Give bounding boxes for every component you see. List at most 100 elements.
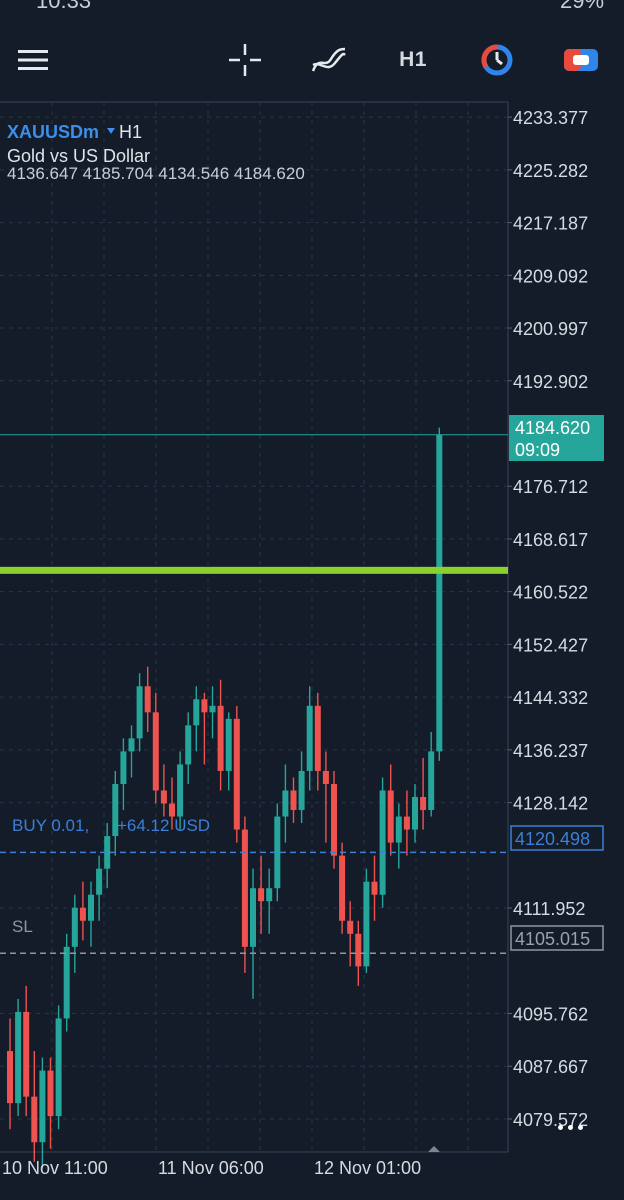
status-bar: 10:33 29% xyxy=(0,0,624,14)
crosshair-button[interactable] xyxy=(222,30,268,90)
stop-loss-price-label: 4105.015 xyxy=(515,929,590,949)
candle-body xyxy=(339,855,346,921)
horizontal-level-line[interactable] xyxy=(0,566,508,574)
y-tick-label: 4111.952 xyxy=(513,899,585,919)
objects-button[interactable] xyxy=(474,30,520,90)
candle-body xyxy=(233,718,240,830)
chart-grid xyxy=(0,101,509,1153)
y-tick-label: 4200.997 xyxy=(513,319,588,339)
candle-body xyxy=(63,946,70,1019)
y-tick-label: 4209.092 xyxy=(513,266,588,286)
candle-body xyxy=(71,907,78,947)
candle-body xyxy=(420,797,427,811)
candle-body xyxy=(241,829,248,947)
position-price-label: 4120.498 xyxy=(515,829,590,849)
indicators-button[interactable] xyxy=(306,30,352,90)
timeframe-header: H1 xyxy=(119,122,142,142)
candle-body xyxy=(31,1096,38,1143)
candle-body xyxy=(387,790,394,843)
trade-button[interactable] xyxy=(558,30,604,90)
candle-body xyxy=(144,686,151,713)
candle-body xyxy=(47,1070,54,1117)
candle-body xyxy=(314,705,321,771)
indicators-icon xyxy=(311,47,346,72)
position-price-tag: 4120.498 xyxy=(510,825,604,851)
x-tick-label: 11 Nov 06:00 xyxy=(158,1158,264,1178)
candle-body xyxy=(266,888,273,902)
symbol-dropdown-icon[interactable] xyxy=(107,128,115,134)
chart-lines xyxy=(0,434,508,954)
current-price-label: 4184.620 xyxy=(515,418,590,438)
candle-body xyxy=(306,705,313,771)
candle-body xyxy=(88,894,94,921)
candle-body xyxy=(428,751,435,811)
scroll-marker-icon[interactable] xyxy=(428,1146,440,1152)
candle-body xyxy=(7,1051,13,1104)
candle-timer: 09:09 xyxy=(515,440,560,460)
candle-body xyxy=(379,790,386,895)
more-dot xyxy=(577,1124,583,1130)
symbol-label[interactable]: XAUUSDm xyxy=(7,122,99,142)
candle-body xyxy=(15,1011,22,1104)
candle-body xyxy=(395,816,402,843)
menu-button[interactable] xyxy=(10,30,56,90)
candle-body xyxy=(403,816,410,830)
current-price-tag: 4184.620 09:09 xyxy=(509,415,604,461)
candle-body xyxy=(290,790,297,811)
candle-body xyxy=(160,790,167,804)
candle-body xyxy=(347,920,354,934)
candle-body xyxy=(55,1018,62,1117)
candle-body xyxy=(298,770,305,811)
candle-body xyxy=(217,705,224,771)
candle-body xyxy=(96,868,103,895)
y-tick-label: 4160.522 xyxy=(513,583,588,603)
stop-loss-price-tag: 4105.015 xyxy=(510,925,604,951)
hamburger-menu-icon xyxy=(18,50,48,70)
candle-body xyxy=(258,888,265,902)
candle-body xyxy=(250,888,256,947)
y-tick-label: 4152.427 xyxy=(513,635,588,655)
candle-body xyxy=(371,881,378,895)
candle-body xyxy=(193,699,200,726)
status-time: 10:33 xyxy=(36,0,92,13)
position-profit[interactable]: +64.12 USD xyxy=(117,816,210,835)
y-tick-label: 4144.332 xyxy=(513,688,588,708)
y-tick-label: 4087.667 xyxy=(513,1057,588,1077)
ohlc-header: 4136.647 4185.704 4134.546 4184.620 xyxy=(7,164,305,183)
candle-body xyxy=(282,790,289,817)
x-tick-label: 12 Nov 01:00 xyxy=(314,1158,421,1178)
more-dot xyxy=(567,1124,573,1130)
candle-body xyxy=(79,907,86,921)
crosshair-icon xyxy=(229,44,261,76)
y-tick-label: 4095.762 xyxy=(513,1005,588,1025)
candle-body xyxy=(436,434,443,752)
candle-body xyxy=(169,803,175,817)
timeframe-label: H1 xyxy=(399,48,427,71)
y-tick-label: 4176.712 xyxy=(513,477,588,497)
more-options-button[interactable] xyxy=(550,1112,590,1142)
stop-loss-label[interactable]: SL xyxy=(12,917,33,936)
candle-body xyxy=(322,770,329,784)
candle-body xyxy=(120,751,127,784)
y-tick-label: 4136.237 xyxy=(513,741,588,761)
candles xyxy=(7,427,443,1169)
candle-body xyxy=(355,933,362,967)
candle-body xyxy=(225,718,232,771)
trade-icon xyxy=(564,49,598,71)
candle-body xyxy=(201,699,208,713)
y-tick-label: 4192.902 xyxy=(513,372,588,392)
candle-body xyxy=(363,881,370,967)
candle-body xyxy=(128,738,135,752)
candle-body xyxy=(274,816,281,889)
more-dots-icon xyxy=(557,1124,563,1130)
position-label[interactable]: BUY 0.01, xyxy=(12,816,89,835)
timeframe-button[interactable]: H1 xyxy=(390,30,436,90)
x-tick-label: 10 Nov 11:00 xyxy=(2,1158,108,1178)
y-tick-label: 4168.617 xyxy=(513,530,588,550)
candle-body xyxy=(39,1070,46,1143)
candle-body xyxy=(209,705,216,713)
candle-body xyxy=(185,725,192,765)
candle-body xyxy=(331,783,337,856)
candle-body xyxy=(177,764,184,817)
